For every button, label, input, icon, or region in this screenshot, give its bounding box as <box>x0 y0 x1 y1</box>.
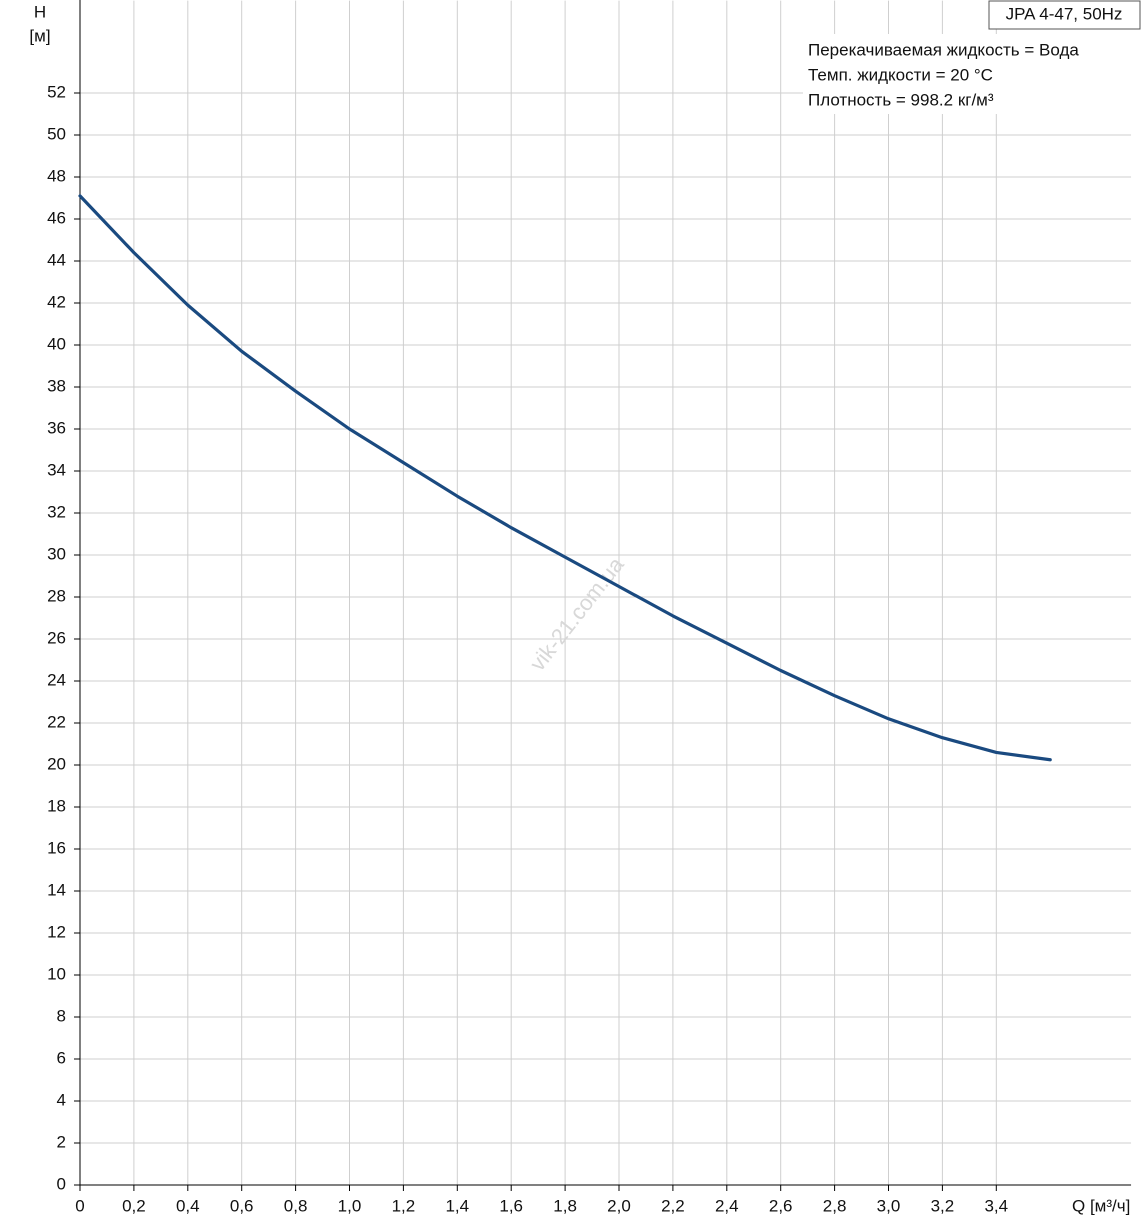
y-tick-label: 42 <box>47 292 66 311</box>
x-tick-label: 0,6 <box>230 1196 254 1215</box>
x-tick-label: 1,8 <box>553 1196 577 1215</box>
y-tick-label: 28 <box>47 586 66 605</box>
y-tick-label: 40 <box>47 334 66 353</box>
annotation: Темп. жидкости = 20 °C <box>808 65 993 84</box>
y-tick-label: 18 <box>47 796 66 815</box>
y-tick-label: 10 <box>47 964 66 983</box>
y-tick-label: 8 <box>57 1006 66 1025</box>
y-axis-label: H <box>34 2 46 21</box>
y-tick-label: 48 <box>47 166 66 185</box>
x-tick-label: 2,0 <box>607 1196 631 1215</box>
x-tick-label: 2,6 <box>769 1196 793 1215</box>
x-tick-label: 2,2 <box>661 1196 685 1215</box>
x-tick-label: 0 <box>75 1196 84 1215</box>
y-tick-label: 4 <box>57 1090 66 1109</box>
chart-title: JPA 4-47, 50Hz <box>1006 4 1123 23</box>
x-tick-label: 0,2 <box>122 1196 146 1215</box>
x-tick-label: 1,6 <box>499 1196 523 1215</box>
y-tick-label: 20 <box>47 754 66 773</box>
x-tick-label: 2,4 <box>715 1196 739 1215</box>
y-tick-label: 36 <box>47 418 66 437</box>
y-tick-label: 26 <box>47 628 66 647</box>
x-tick-label: 2,8 <box>823 1196 847 1215</box>
y-tick-label: 14 <box>47 880 66 899</box>
y-tick-label: 24 <box>47 670 66 689</box>
y-tick-label: 50 <box>47 124 66 143</box>
y-tick-label: 30 <box>47 544 66 563</box>
y-tick-label: 0 <box>57 1174 66 1193</box>
y-tick-label: 52 <box>47 82 66 101</box>
y-tick-label: 34 <box>47 460 66 479</box>
x-tick-label: 1,2 <box>392 1196 416 1215</box>
y-tick-label: 16 <box>47 838 66 857</box>
y-tick-label: 2 <box>57 1132 66 1151</box>
curve <box>78 194 1052 762</box>
x-tick-label: 1,0 <box>338 1196 362 1215</box>
x-tick-label: 0,4 <box>176 1196 200 1215</box>
y-tick-label: 22 <box>47 712 66 731</box>
x-tick-label: 1,4 <box>445 1196 469 1215</box>
annotation: Плотность = 998.2 кг/м³ <box>808 90 994 109</box>
x-tick-label: 3,4 <box>984 1196 1008 1215</box>
x-tick-label: 3,2 <box>931 1196 955 1215</box>
y-tick-label: 38 <box>47 376 66 395</box>
y-tick-label: 32 <box>47 502 66 521</box>
y-tick-label: 12 <box>47 922 66 941</box>
x-tick-label: 0,8 <box>284 1196 308 1215</box>
y-tick-label: 46 <box>47 208 66 227</box>
annotation: Перекачиваемая жидкость = Вода <box>808 40 1079 59</box>
y-axis-unit: [м] <box>29 26 50 45</box>
y-tick-label: 44 <box>47 250 66 269</box>
title-box <box>988 0 1141 30</box>
x-axis-label: Q [м³/ч] <box>1072 1196 1130 1215</box>
y-tick-label: 6 <box>57 1048 66 1067</box>
x-tick-label: 3,0 <box>877 1196 901 1215</box>
info-box <box>803 34 1138 114</box>
